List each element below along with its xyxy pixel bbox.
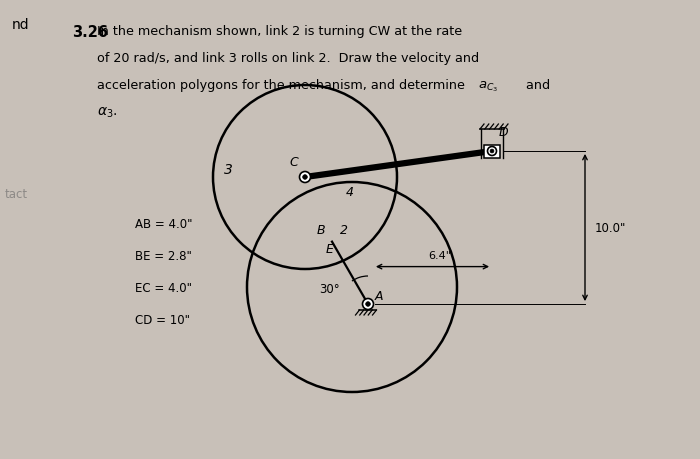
Text: of 20 rad/s, and link 3 rolls on link 2.  Draw the velocity and: of 20 rad/s, and link 3 rolls on link 2.… [97, 52, 479, 65]
Circle shape [302, 175, 307, 180]
Text: A: A [375, 289, 384, 302]
Circle shape [363, 299, 374, 310]
Text: 30°: 30° [319, 283, 340, 296]
Text: 4: 4 [346, 185, 354, 199]
Text: AB = 4.0": AB = 4.0" [135, 218, 192, 230]
Text: $\alpha_3$.: $\alpha_3$. [97, 106, 118, 120]
Text: nd: nd [12, 18, 29, 32]
Text: tact: tact [5, 188, 28, 201]
Text: E: E [326, 242, 333, 255]
Text: B: B [316, 223, 325, 236]
FancyBboxPatch shape [484, 145, 500, 158]
Text: C: C [289, 156, 298, 168]
Text: and: and [522, 79, 550, 92]
Text: 3.26: 3.26 [72, 25, 108, 40]
Circle shape [487, 147, 496, 156]
Text: 10.0": 10.0" [595, 222, 626, 235]
Circle shape [300, 172, 311, 183]
Text: EC = 4.0": EC = 4.0" [135, 281, 192, 294]
Text: 2: 2 [340, 223, 348, 236]
Text: CD = 10": CD = 10" [135, 313, 190, 326]
Text: 3: 3 [223, 162, 232, 177]
Text: 6.4": 6.4" [428, 250, 452, 260]
Circle shape [490, 150, 494, 154]
Text: D: D [499, 126, 509, 139]
Text: In the mechanism shown, link 2 is turning CW at the rate: In the mechanism shown, link 2 is turnin… [97, 25, 462, 38]
Text: BE = 2.8": BE = 2.8" [135, 249, 192, 263]
Circle shape [365, 302, 370, 307]
Text: $a_{C_3}$: $a_{C_3}$ [478, 79, 498, 93]
Text: acceleration polygons for the mechanism, and determine: acceleration polygons for the mechanism,… [97, 79, 469, 92]
